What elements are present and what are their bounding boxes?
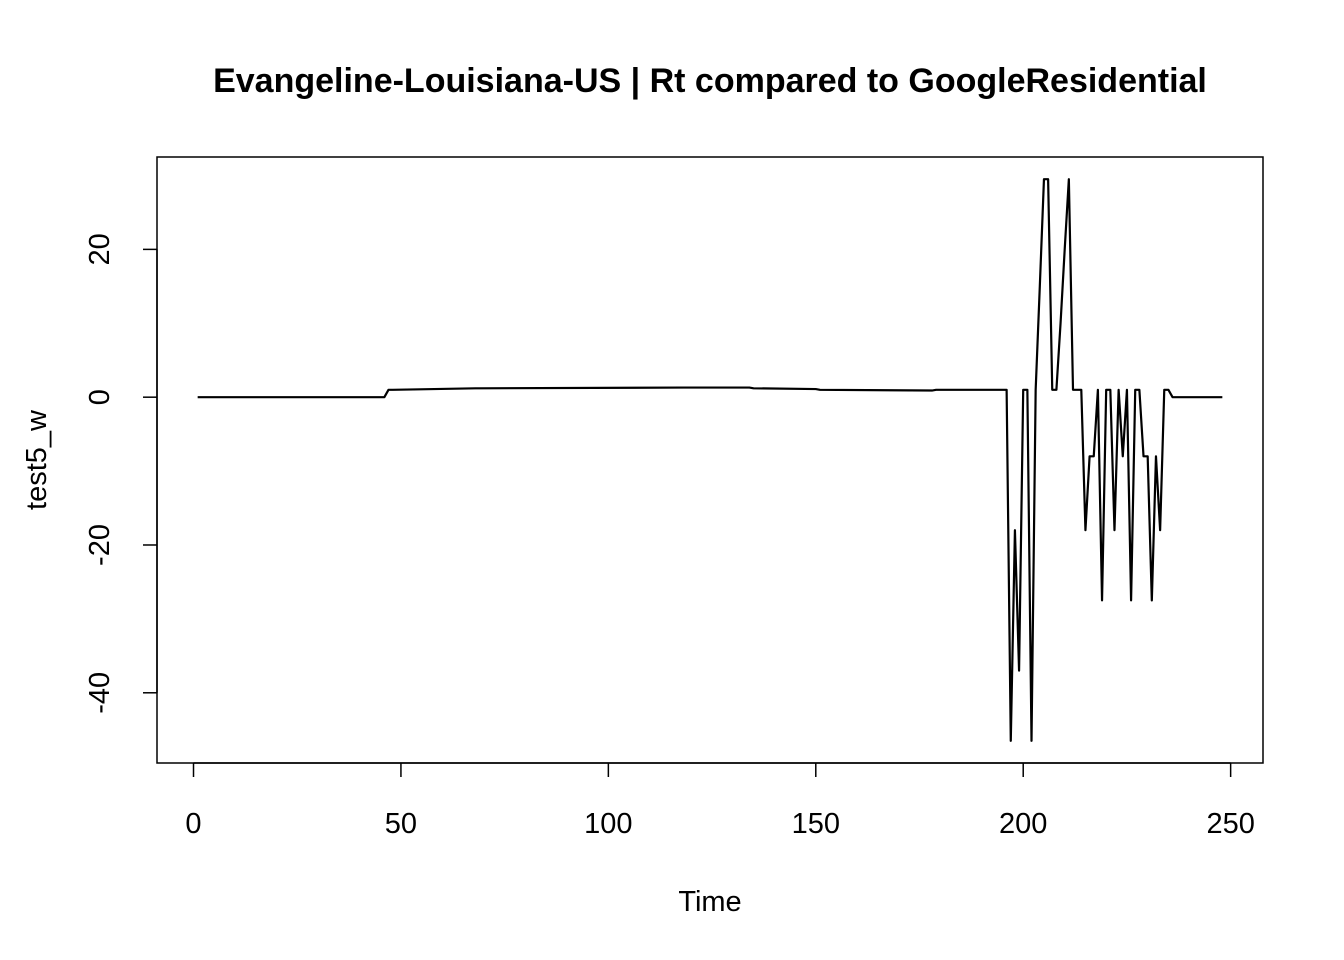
y-axis-label: test5_w [21,409,53,510]
x-axis: 0 50 100 150 200 250 [185,762,1255,840]
chart-title: Evangeline-Louisiana-US | Rt compared to… [213,62,1207,100]
x-tick-label: 0 [185,808,201,840]
series-layer [197,178,1223,742]
series-line [197,178,1223,742]
x-tick-label: 150 [792,808,840,840]
x-axis-label: Time [678,886,741,918]
plot-frame [156,156,1264,764]
x-tick-label: 50 [385,808,417,840]
y-axis: -40 -20 0 20 [84,233,158,714]
x-tick-label: 200 [999,808,1047,840]
x-tick-label: 100 [584,808,632,840]
y-tick-label: -40 [84,672,116,714]
x-tick-label: 250 [1206,808,1254,840]
y-tick-label: 0 [84,389,116,405]
y-tick-label: 20 [84,233,116,265]
y-tick-label: -20 [84,524,116,566]
